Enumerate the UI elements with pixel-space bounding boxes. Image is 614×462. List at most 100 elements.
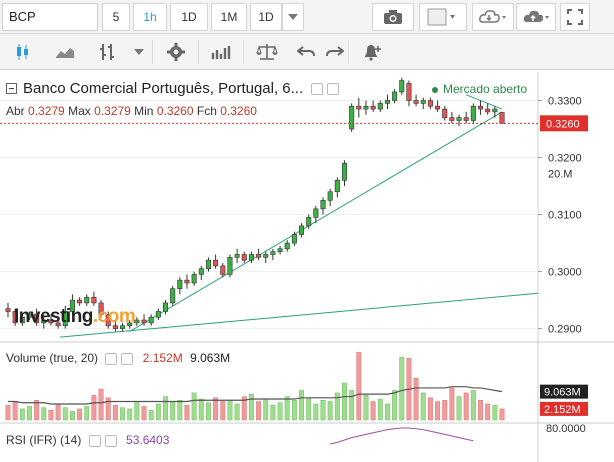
low-value: 0.3260 bbox=[156, 104, 194, 118]
candle-body bbox=[105, 314, 111, 327]
candle-body bbox=[120, 325, 126, 329]
volume-indicator-button[interactable] bbox=[203, 37, 241, 67]
gear-icon[interactable] bbox=[327, 83, 340, 96]
bar-chart-icon bbox=[211, 46, 231, 59]
symbol-input[interactable]: BCP bbox=[2, 3, 98, 31]
redo-button[interactable] bbox=[316, 37, 354, 67]
current-price-tag bbox=[540, 115, 588, 132]
trendlines bbox=[59, 94, 539, 338]
gear-icon[interactable] bbox=[104, 434, 117, 447]
volume-bar bbox=[5, 404, 11, 421]
candle-body bbox=[98, 302, 104, 315]
candle-body bbox=[485, 108, 491, 113]
undo-button[interactable] bbox=[287, 37, 325, 67]
indicators-button[interactable] bbox=[88, 37, 126, 67]
volume-bar bbox=[399, 356, 405, 421]
volume-bar bbox=[256, 401, 262, 421]
candle-body bbox=[170, 288, 176, 304]
volume-bar bbox=[435, 401, 441, 421]
interval-dropdown-button[interactable] bbox=[282, 3, 304, 31]
y-tick-label: 0.3100 bbox=[548, 210, 582, 222]
rsi-legend: RSI (IFR) (14) 53.6403 bbox=[6, 433, 169, 447]
volume-bar bbox=[442, 400, 448, 421]
candle-body bbox=[363, 105, 369, 110]
candle-body bbox=[69, 299, 75, 312]
volume-bar bbox=[19, 408, 25, 421]
interval-1d-button[interactable]: 1D bbox=[170, 3, 208, 31]
candle-body bbox=[184, 279, 190, 284]
logo-text: Investing bbox=[14, 306, 93, 327]
cloud-upload-icon bbox=[523, 10, 549, 22]
instrument-name: Banco Comercial Português, Portugal, 6..… bbox=[23, 80, 304, 97]
candle-body bbox=[155, 311, 161, 318]
eye-icon[interactable] bbox=[311, 83, 324, 96]
volume-bar bbox=[463, 392, 469, 421]
toolbar-divider bbox=[198, 40, 199, 64]
eye-icon[interactable] bbox=[105, 352, 118, 365]
volume-bar bbox=[170, 401, 176, 421]
candle-body bbox=[205, 259, 211, 270]
eye-icon[interactable] bbox=[88, 434, 101, 447]
volume-bar bbox=[134, 402, 140, 421]
volume-bar bbox=[291, 400, 297, 421]
current-price-label: 0.3260 bbox=[546, 118, 580, 130]
candle-body bbox=[227, 257, 233, 275]
y-tick-label: 0.3000 bbox=[548, 267, 582, 279]
candle-body bbox=[356, 105, 362, 110]
volume-bar bbox=[41, 407, 47, 421]
cloud-download-button[interactable] bbox=[472, 3, 514, 31]
rsi-line bbox=[330, 427, 474, 445]
gear-icon[interactable] bbox=[121, 352, 134, 365]
color-picker-button[interactable] bbox=[419, 3, 467, 31]
volume-bar bbox=[177, 400, 183, 421]
fullscreen-button[interactable] bbox=[560, 3, 590, 31]
interval-1h-button[interactable]: 1h bbox=[133, 3, 167, 31]
volume-bar bbox=[270, 404, 276, 421]
compare-button[interactable] bbox=[248, 37, 286, 67]
volume-bar bbox=[48, 409, 54, 421]
candle-body bbox=[306, 217, 312, 227]
interval-1m-button[interactable]: 1M bbox=[211, 3, 247, 31]
volume-bar bbox=[105, 397, 111, 421]
volume-bar bbox=[485, 403, 491, 421]
y-tick-label: 0.2900 bbox=[548, 324, 582, 336]
toolbar-divider bbox=[243, 40, 244, 64]
y-tick-label: 0.3300 bbox=[548, 96, 582, 108]
screenshot-button[interactable] bbox=[372, 3, 414, 31]
high-value: 0.3279 bbox=[94, 104, 131, 118]
cloud-download-icon bbox=[479, 10, 506, 23]
candles-button[interactable] bbox=[4, 37, 42, 67]
toolbar-divider bbox=[152, 40, 153, 64]
volume-bar bbox=[69, 411, 75, 421]
redo-icon bbox=[326, 46, 344, 57]
volume-bar bbox=[34, 400, 40, 421]
candle-body bbox=[478, 105, 484, 110]
market-status-text: Mercado aberto bbox=[443, 82, 528, 96]
open-value: 0.3279 bbox=[28, 104, 65, 118]
rsi-line bbox=[330, 427, 474, 445]
indicators-dropdown[interactable] bbox=[130, 37, 148, 67]
candle-body bbox=[299, 225, 305, 235]
fullscreen-icon bbox=[567, 9, 583, 25]
cloud-upload-button[interactable] bbox=[516, 3, 556, 31]
candle-body bbox=[449, 117, 455, 121]
settings-button[interactable] bbox=[157, 37, 195, 67]
area-chart-button[interactable] bbox=[46, 37, 84, 67]
volume-current-value-label: 2.152M bbox=[544, 404, 581, 416]
candle-body bbox=[191, 274, 197, 284]
candle-body bbox=[470, 105, 476, 121]
volume-bar bbox=[377, 398, 383, 421]
high-label: Max bbox=[68, 104, 91, 118]
rsi-value: 53.6403 bbox=[126, 433, 170, 447]
collapse-icon[interactable] bbox=[6, 82, 17, 94]
volume-ma-value-tag bbox=[540, 384, 588, 399]
interval-5m-button[interactable]: 5 bbox=[102, 3, 130, 31]
volume-bar bbox=[392, 390, 398, 421]
interval-custom-button[interactable]: 1D bbox=[250, 3, 282, 31]
alert-button[interactable] bbox=[353, 37, 391, 67]
volume-current-value-tag bbox=[540, 401, 588, 416]
volume-bars bbox=[5, 351, 505, 421]
volume-bar bbox=[27, 406, 32, 421]
volume-bar bbox=[492, 404, 498, 421]
